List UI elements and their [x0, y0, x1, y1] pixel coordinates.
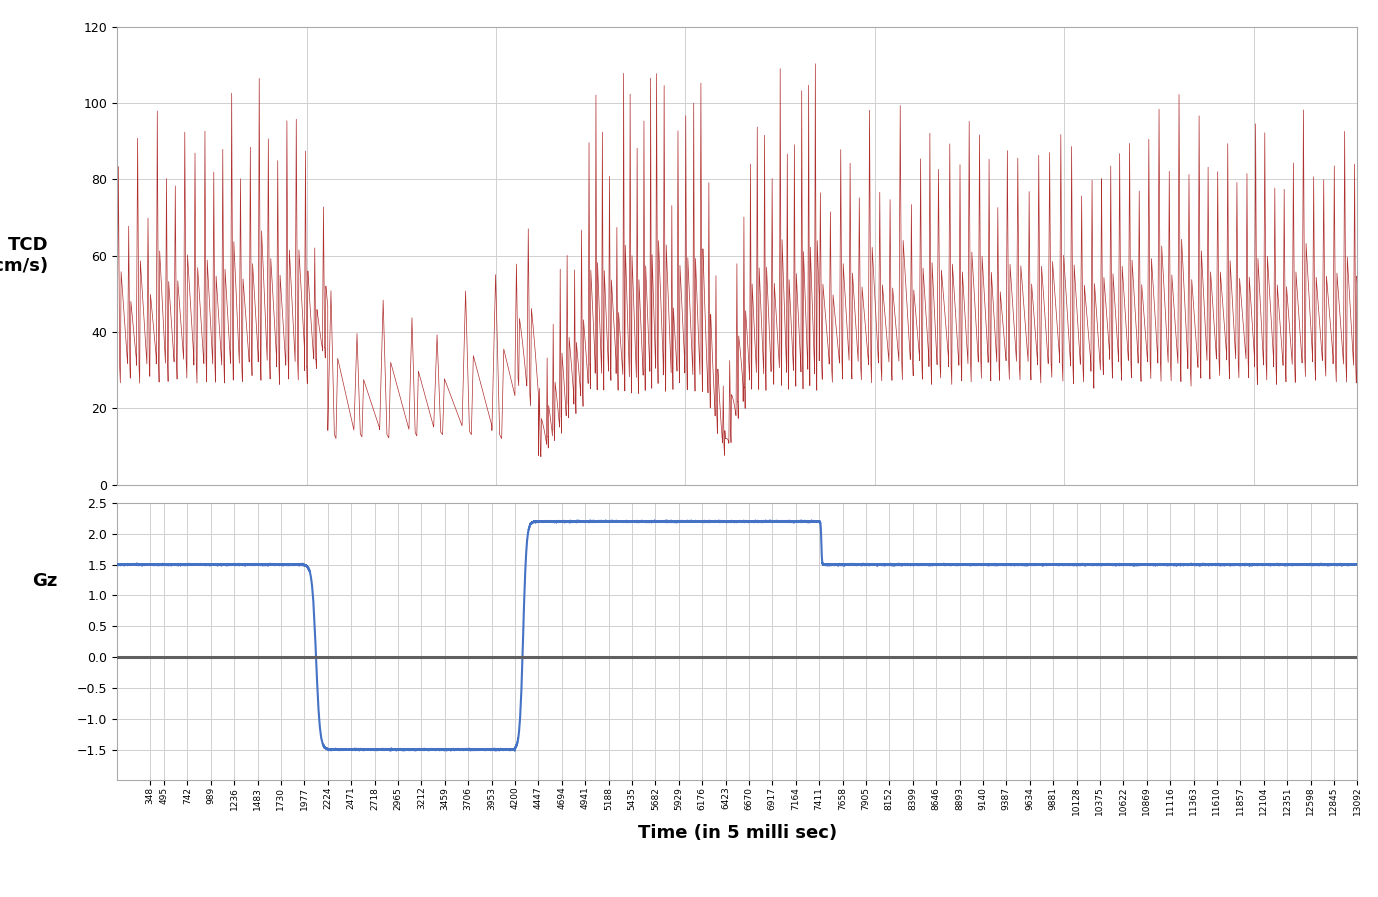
Y-axis label: TCD
(cm/s): TCD (cm/s): [0, 237, 50, 275]
X-axis label: Time (in 5 milli sec): Time (in 5 milli sec): [638, 823, 836, 841]
Y-axis label: Gz: Gz: [32, 571, 58, 589]
